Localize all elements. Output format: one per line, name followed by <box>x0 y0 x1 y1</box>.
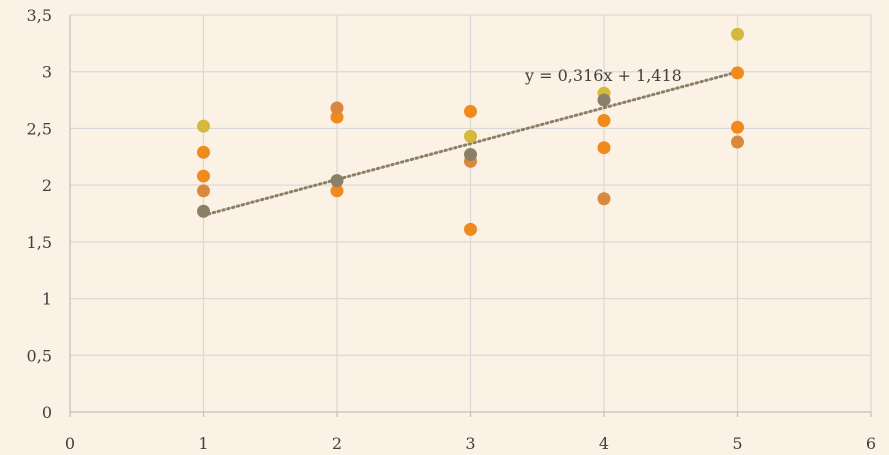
data-points <box>197 27 744 236</box>
x-tick-label: 4 <box>599 434 609 453</box>
trendline-group <box>202 70 739 217</box>
y-tick-label: 0 <box>42 403 52 422</box>
gridlines <box>70 14 872 412</box>
data-point <box>330 110 344 124</box>
data-point <box>197 145 210 159</box>
x-tick-label: 3 <box>465 434 475 453</box>
trendline-equation: y = 0,316x + 1,418 <box>524 66 682 85</box>
tick-labels: 0 1 2 3 4 5 6 0 0,5 1 1,5 2 2,5 3 3,5 y = 0,316x + 1,41… <box>27 6 877 453</box>
x-tick-label: 6 <box>866 434 876 453</box>
data-point <box>731 27 744 41</box>
trendline <box>202 70 739 217</box>
x-tick-label: 5 <box>732 434 742 453</box>
y-tick-label: 1,5 <box>27 233 52 252</box>
data-point <box>731 66 744 80</box>
y-tick-label: 3 <box>42 63 52 82</box>
data-point <box>464 129 477 143</box>
y-tick-label: 3,5 <box>27 6 52 25</box>
y-tick-label: 1 <box>42 290 52 309</box>
data-point <box>197 204 210 218</box>
y-tick-label: 2 <box>42 176 52 195</box>
data-point <box>464 104 477 118</box>
y-tick-label: 2,5 <box>27 119 52 138</box>
data-point <box>464 222 477 236</box>
data-point <box>731 135 744 149</box>
x-tick-label: 0 <box>65 434 75 453</box>
x-tick-label: 2 <box>332 434 342 453</box>
data-point <box>464 148 477 162</box>
data-point <box>330 184 344 198</box>
y-tick-label: 0,5 <box>27 346 52 365</box>
data-point <box>197 169 210 183</box>
data-point <box>330 174 344 188</box>
data-point <box>330 101 344 115</box>
data-point <box>597 192 611 206</box>
x-tick-label: 1 <box>198 434 208 453</box>
data-point <box>597 93 611 107</box>
axes <box>69 15 872 417</box>
data-point <box>597 141 611 155</box>
data-point <box>197 184 210 198</box>
data-point <box>597 113 611 127</box>
data-point <box>197 119 210 133</box>
data-point <box>731 120 744 134</box>
